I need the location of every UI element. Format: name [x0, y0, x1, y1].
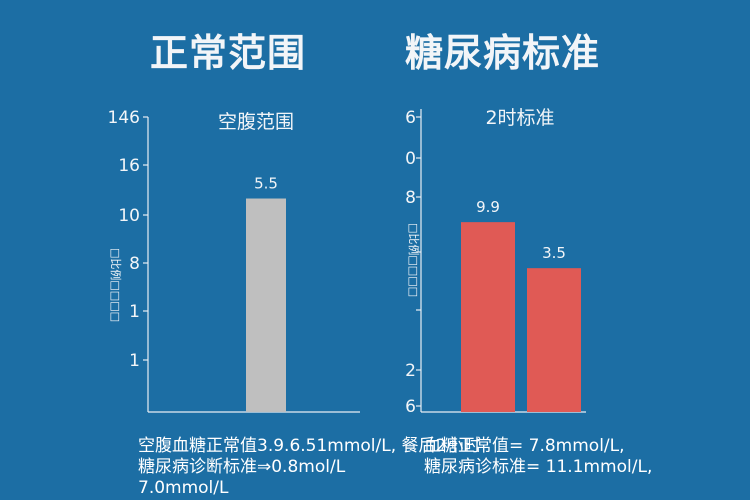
note-right-line-2: 糖尿病诊标准= 11.1mmol/L,: [424, 457, 653, 477]
fasting-chart-title: 空腹范围: [218, 111, 294, 133]
heading-normal-range: 正常范围: [150, 31, 307, 75]
fasting-bar-1: [246, 198, 286, 412]
fasting-y-tick-label: 1: [129, 302, 140, 322]
fasting-y-axis-label: □比例□□□□: [109, 248, 123, 322]
note-left-line-3: 7.0mmol/L: [138, 478, 229, 498]
postprandial-y-tick-label: 8: [405, 188, 416, 208]
fasting-y-tick-label: 146: [108, 108, 140, 128]
heading-diabetes-standard: 糖尿病标准: [405, 31, 601, 75]
postprandial-chart-title: 2时标准: [485, 107, 554, 129]
postprandial-bar-1-label: 9.9: [476, 198, 500, 216]
note-left-line-1: 空腹血糖正常值3.9.6.51mmol/L, 餐后2小时: [138, 436, 481, 456]
note-right: 血糖正常值= 7.8mmol/L, 糖尿病诊标准= 11.1mmol/L,: [424, 436, 652, 478]
postprandial-y-axis-label: □比例□□□□: [407, 223, 421, 297]
fasting-bar-1-label: 5.5: [254, 175, 278, 193]
postprandial-y-tick-label: 6: [405, 108, 416, 128]
note-left-line-2: 糖尿病诊断标准⇒0.8mol/L: [138, 457, 346, 477]
fasting-y-tick-label: 10: [118, 206, 140, 226]
postprandial-bar-1: [461, 222, 515, 412]
postprandial-y-tick-label: 2: [405, 361, 416, 381]
note-left: 空腹血糖正常值3.9.6.51mmol/L, 餐后2小时 糖尿病诊断标准⇒0.8…: [138, 436, 480, 499]
postprandial-y-tick-label: 6: [405, 397, 416, 417]
postprandial-bar-2: [527, 268, 581, 412]
postprandial-y-tick-label: 0: [405, 149, 416, 169]
fasting-y-tick-label: 8: [129, 254, 140, 274]
fasting-y-tick-label: 16: [118, 156, 140, 176]
note-right-line-1: 血糖正常值= 7.8mmol/L,: [424, 436, 625, 456]
fasting-y-tick-label: 1: [129, 351, 140, 371]
postprandial-bar-2-label: 3.5: [542, 244, 566, 262]
